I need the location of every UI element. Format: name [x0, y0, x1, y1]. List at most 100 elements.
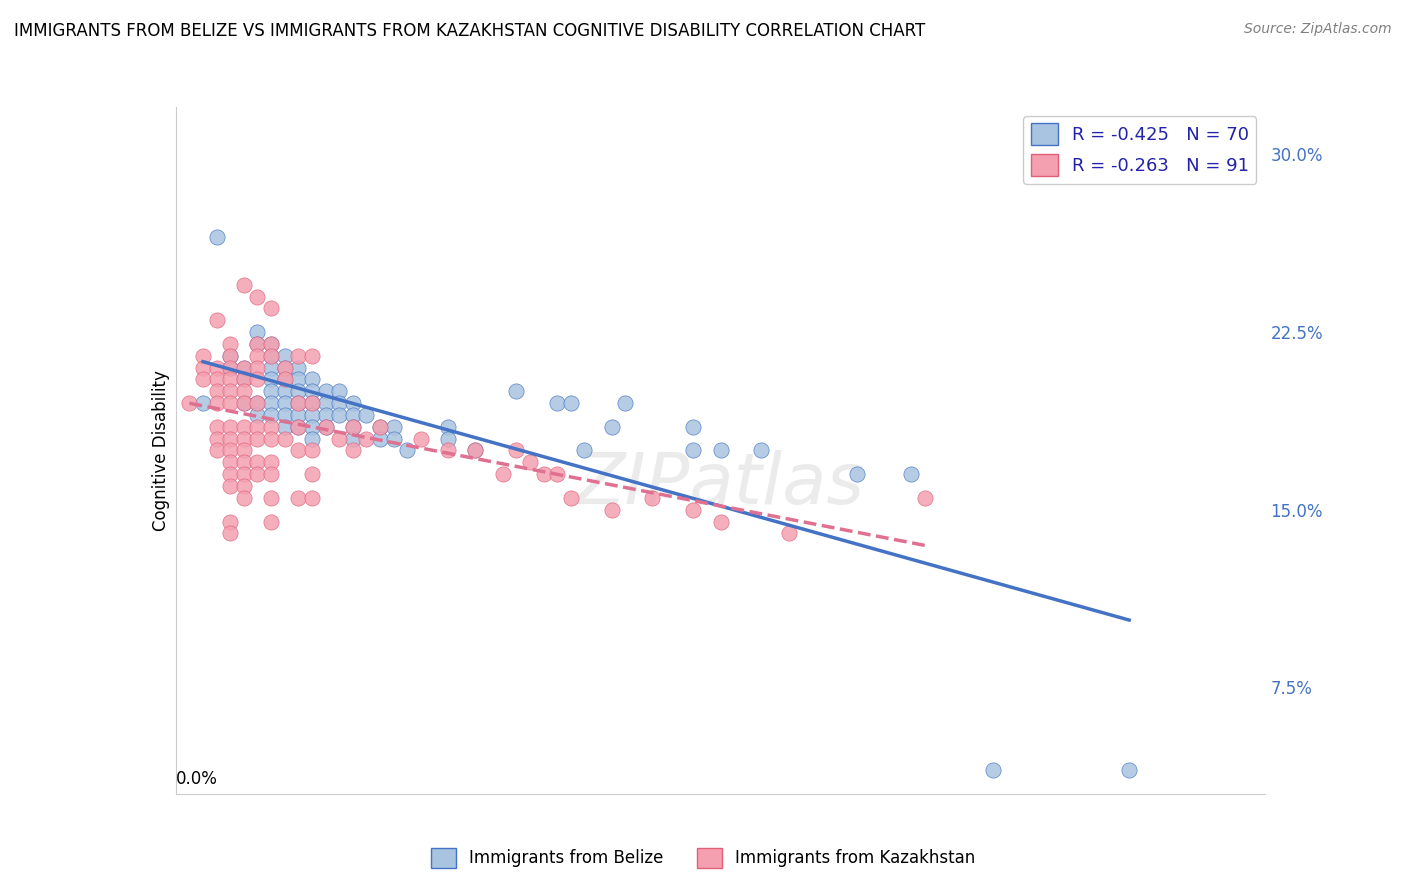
Point	[315, 396, 337, 410]
Point	[287, 443, 309, 458]
Point	[246, 419, 269, 434]
Point	[205, 396, 228, 410]
Point	[260, 491, 283, 505]
Point	[274, 384, 297, 399]
Point	[205, 360, 228, 375]
Point	[301, 396, 323, 410]
Point	[301, 408, 323, 422]
Point	[710, 443, 733, 458]
Text: ZIPatlas: ZIPatlas	[576, 450, 865, 519]
Point	[219, 360, 242, 375]
Point	[342, 443, 364, 458]
Point	[301, 396, 323, 410]
Point	[342, 419, 364, 434]
Point	[246, 408, 269, 422]
Point	[600, 502, 623, 516]
Point	[246, 396, 269, 410]
Point	[232, 396, 254, 410]
Point	[219, 360, 242, 375]
Point	[682, 502, 704, 516]
Point	[328, 408, 350, 422]
Text: IMMIGRANTS FROM BELIZE VS IMMIGRANTS FROM KAZAKHSTAN COGNITIVE DISABILITY CORREL: IMMIGRANTS FROM BELIZE VS IMMIGRANTS FRO…	[14, 22, 925, 40]
Point	[232, 372, 254, 386]
Point	[287, 396, 309, 410]
Point	[682, 443, 704, 458]
Point	[260, 337, 283, 351]
Point	[219, 432, 242, 446]
Point	[205, 419, 228, 434]
Point	[382, 419, 405, 434]
Point	[191, 360, 214, 375]
Point	[328, 396, 350, 410]
Point	[260, 408, 283, 422]
Point	[614, 396, 637, 410]
Point	[274, 419, 297, 434]
Point	[287, 384, 309, 399]
Point	[232, 432, 254, 446]
Point	[382, 432, 405, 446]
Point	[600, 419, 623, 434]
Point	[246, 349, 269, 363]
Point	[191, 349, 214, 363]
Point	[232, 419, 254, 434]
Point	[641, 491, 664, 505]
Point	[219, 372, 242, 386]
Point	[232, 277, 254, 292]
Point	[219, 396, 242, 410]
Point	[342, 419, 364, 434]
Point	[315, 419, 337, 434]
Point	[409, 432, 432, 446]
Point	[260, 396, 283, 410]
Point	[710, 515, 733, 529]
Point	[274, 360, 297, 375]
Point	[546, 396, 568, 410]
Point	[287, 491, 309, 505]
Point	[287, 372, 309, 386]
Point	[260, 337, 283, 351]
Point	[232, 384, 254, 399]
Point	[560, 396, 582, 410]
Point	[464, 443, 486, 458]
Point	[219, 479, 242, 493]
Text: Source: ZipAtlas.com: Source: ZipAtlas.com	[1244, 22, 1392, 37]
Point	[981, 763, 1004, 777]
Legend: R = -0.425   N = 70, R = -0.263   N = 91: R = -0.425 N = 70, R = -0.263 N = 91	[1024, 116, 1257, 184]
Point	[232, 479, 254, 493]
Point	[219, 337, 242, 351]
Point	[274, 372, 297, 386]
Point	[342, 408, 364, 422]
Point	[246, 467, 269, 482]
Point	[287, 419, 309, 434]
Point	[246, 360, 269, 375]
Point	[260, 467, 283, 482]
Point	[219, 349, 242, 363]
Point	[232, 491, 254, 505]
Point	[232, 396, 254, 410]
Point	[778, 526, 800, 541]
Point	[219, 515, 242, 529]
Point	[232, 455, 254, 469]
Point	[519, 455, 541, 469]
Point	[315, 408, 337, 422]
Point	[751, 443, 773, 458]
Point	[205, 313, 228, 327]
Point	[219, 455, 242, 469]
Point	[219, 526, 242, 541]
Point	[396, 443, 419, 458]
Point	[260, 349, 283, 363]
Point	[179, 396, 201, 410]
Point	[232, 443, 254, 458]
Point	[368, 432, 391, 446]
Point	[328, 384, 350, 399]
Point	[274, 349, 297, 363]
Point	[437, 443, 460, 458]
Point	[301, 467, 323, 482]
Point	[301, 491, 323, 505]
Point	[505, 384, 527, 399]
Text: 0.0%: 0.0%	[176, 770, 218, 788]
Point	[205, 230, 228, 244]
Point	[546, 467, 568, 482]
Point	[287, 396, 309, 410]
Point	[533, 467, 555, 482]
Point	[260, 432, 283, 446]
